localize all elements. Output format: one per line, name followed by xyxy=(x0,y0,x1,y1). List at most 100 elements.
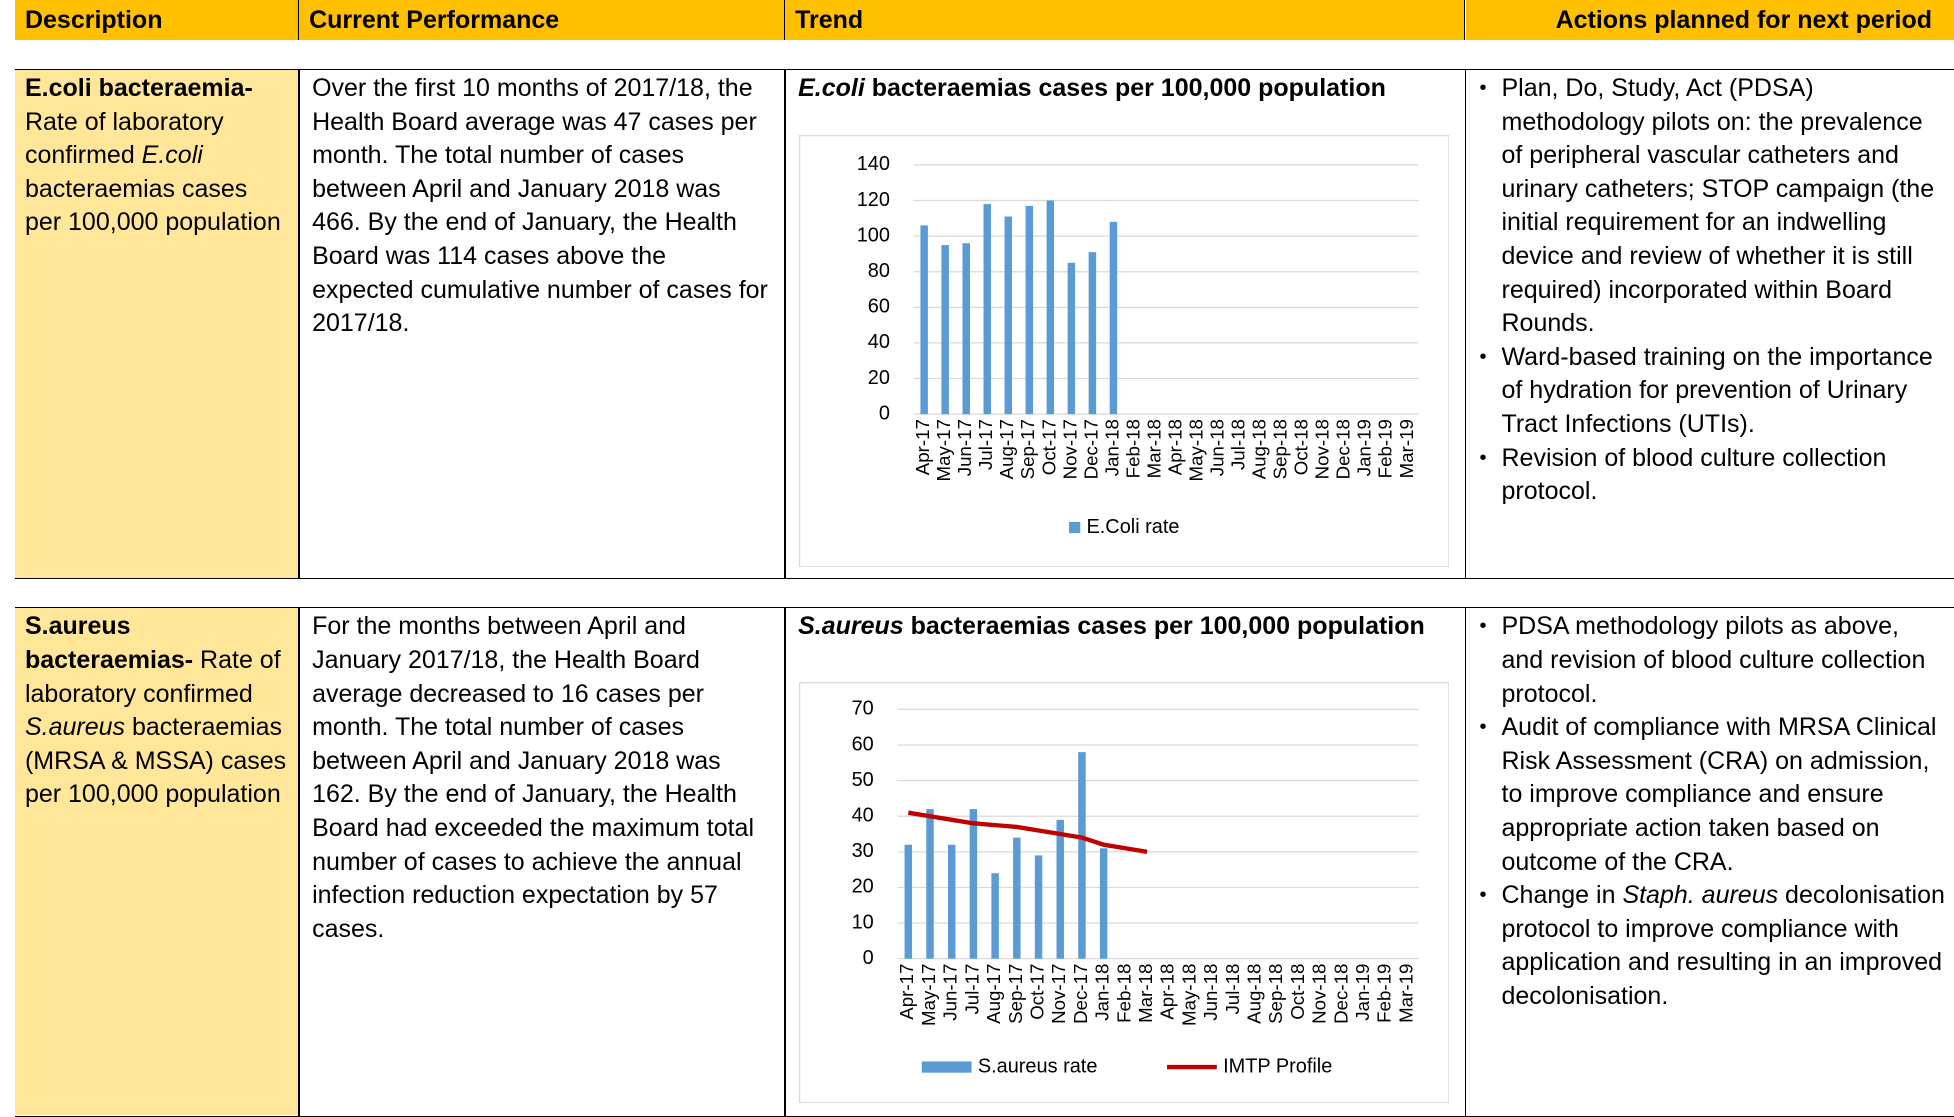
y-tick-label: 70 xyxy=(851,697,873,719)
x-tick-label: Feb-18 xyxy=(1113,963,1134,1022)
column-border xyxy=(784,68,786,580)
x-tick-label: May-17 xyxy=(933,419,954,481)
action-item: • Audit of compliance with MRSA Clinical … xyxy=(1480,711,1947,879)
x-tick-label: Aug-18 xyxy=(1243,963,1264,1023)
column-border xyxy=(1464,68,1466,580)
y-tick-label: 0 xyxy=(879,402,890,424)
y-tick-label: 60 xyxy=(851,733,873,755)
chart-title: E.coli bacteraemias cases per 100,000 po… xyxy=(785,70,1465,106)
x-tick-label: Aug-17 xyxy=(996,419,1017,479)
x-tick-label: Nov-18 xyxy=(1311,419,1332,479)
legend-label: IMTP Profile xyxy=(1223,1055,1332,1077)
x-tick-label: Jan-18 xyxy=(1091,963,1112,1020)
x-tick-label: May-18 xyxy=(1178,963,1199,1025)
column-border xyxy=(1464,606,1466,1117)
description-cell: E.coli bacteraemia- Rate of laboratory c… xyxy=(14,70,299,578)
bar xyxy=(941,244,949,414)
x-tick-label: Feb-19 xyxy=(1375,419,1396,478)
row-border xyxy=(14,68,1954,580)
x-tick-label: Dec-18 xyxy=(1330,963,1351,1023)
x-tick-label: Sep-18 xyxy=(1269,419,1290,479)
text-run: bacteraemias cases per 100,000 populatio… xyxy=(903,612,1425,641)
text-run: E.coli bacteraemia- xyxy=(24,74,253,103)
x-tick-label: Sep-18 xyxy=(1265,963,1286,1023)
x-tick-label: Nov-17 xyxy=(1059,419,1080,479)
row-border xyxy=(14,606,1954,1117)
text-run: PDSA methodology pilots as above, and re… xyxy=(1501,612,1926,708)
action-item: • Plan, Do, Study, Act (PDSA) methodology… xyxy=(1480,72,1947,341)
bar xyxy=(962,242,970,414)
legend-label: S.aureus rate xyxy=(978,1055,1098,1077)
legend-swatch xyxy=(921,1061,972,1073)
description-cell: S.aureus bacteraemias- Rate of laborator… xyxy=(14,608,299,1116)
text-run: Rate of laboratory confirmed xyxy=(24,107,224,170)
action-item: • PDSA methodology pilots as above, and r… xyxy=(1480,610,1947,711)
text-run: Plan, Do, Study, Act (PDSA) methodology … xyxy=(1501,74,1935,338)
text-run: decolonisation protocol to improve compl… xyxy=(1501,881,1945,1010)
bar xyxy=(920,225,928,414)
bar xyxy=(947,844,956,959)
header-cell: Current Performance xyxy=(299,0,786,40)
x-tick-label: May-18 xyxy=(1185,419,1206,481)
text-run: Change in xyxy=(1501,881,1623,910)
y-tick-label: 140 xyxy=(857,153,890,175)
bullet: • xyxy=(1479,716,1487,739)
x-tick-label: Jun-17 xyxy=(939,963,960,1020)
text-run: Rate of laboratory confirmed xyxy=(24,645,281,708)
bar xyxy=(1088,251,1096,414)
text-run: bacteraemias cases per 100,000 populatio… xyxy=(864,74,1386,103)
x-tick-label: Oct-18 xyxy=(1290,419,1311,475)
y-tick-label: 60 xyxy=(868,295,890,317)
bar xyxy=(1077,751,1086,959)
x-tick-label: Dec-17 xyxy=(1070,963,1091,1023)
y-tick-label: 80 xyxy=(868,260,890,282)
bar xyxy=(1004,216,1012,414)
x-tick-label: Mar-18 xyxy=(1135,963,1156,1022)
x-tick-label: Aug-17 xyxy=(983,963,1004,1023)
text-run: S.aureus bacteraemias- xyxy=(24,612,194,674)
header-cell: Actions planned for next period xyxy=(1465,0,1954,40)
y-tick-label: 100 xyxy=(857,224,890,246)
column-border xyxy=(298,606,300,1117)
bullet: • xyxy=(1479,884,1487,907)
x-tick-label: Oct-18 xyxy=(1287,963,1308,1019)
performance-cell: For the months between April and January… xyxy=(312,612,754,943)
text-run: E.coli xyxy=(141,141,203,170)
text-run: bacteraemias (MRSA & MSSA) cases per 100… xyxy=(24,713,287,809)
x-tick-label: Feb-19 xyxy=(1374,963,1395,1022)
x-tick-label: May-17 xyxy=(918,963,939,1025)
bar xyxy=(1056,819,1064,959)
x-tick-label: Apr-18 xyxy=(1164,419,1185,475)
x-tick-label: Nov-17 xyxy=(1048,963,1069,1023)
chart-title: S.aureus bacteraemias cases per 100,000 … xyxy=(785,608,1465,644)
x-tick-label: Jan-19 xyxy=(1352,963,1373,1020)
x-tick-label: Jul-18 xyxy=(1222,963,1243,1014)
y-tick-label: 20 xyxy=(851,875,873,897)
bar xyxy=(1046,200,1054,414)
y-tick-label: 40 xyxy=(851,804,873,826)
y-tick-label: 30 xyxy=(851,840,873,862)
legend-swatch xyxy=(1068,521,1081,533)
bar xyxy=(991,872,999,959)
x-tick-label: Jun-18 xyxy=(1200,963,1221,1020)
x-tick-label: Mar-19 xyxy=(1396,419,1417,478)
x-tick-label: Sep-17 xyxy=(1017,419,1038,479)
x-tick-label: Jul-17 xyxy=(961,963,982,1014)
action-item: • Revision of blood culture collection pr… xyxy=(1480,442,1947,509)
actions-cell: • PDSA methodology pilots as above, and r… xyxy=(1466,608,1954,1013)
x-tick-label: Nov-18 xyxy=(1308,963,1329,1023)
actions-cell: • Plan, Do, Study, Act (PDSA) methodology… xyxy=(1466,70,1954,509)
x-tick-label: Apr-17 xyxy=(896,963,917,1019)
bar xyxy=(983,203,991,414)
performance-cell: Over the first 10 months of 2017/18, the… xyxy=(312,74,768,338)
bar xyxy=(969,808,977,959)
text-run: S.aureus xyxy=(798,612,904,641)
action-item: • Ward-based training on the importance o… xyxy=(1480,341,1947,442)
bar xyxy=(904,844,912,959)
x-tick-label: Mar-18 xyxy=(1143,419,1164,478)
y-tick-label: 0 xyxy=(862,947,873,969)
bullet: • xyxy=(1479,615,1487,638)
bar xyxy=(1034,855,1043,959)
